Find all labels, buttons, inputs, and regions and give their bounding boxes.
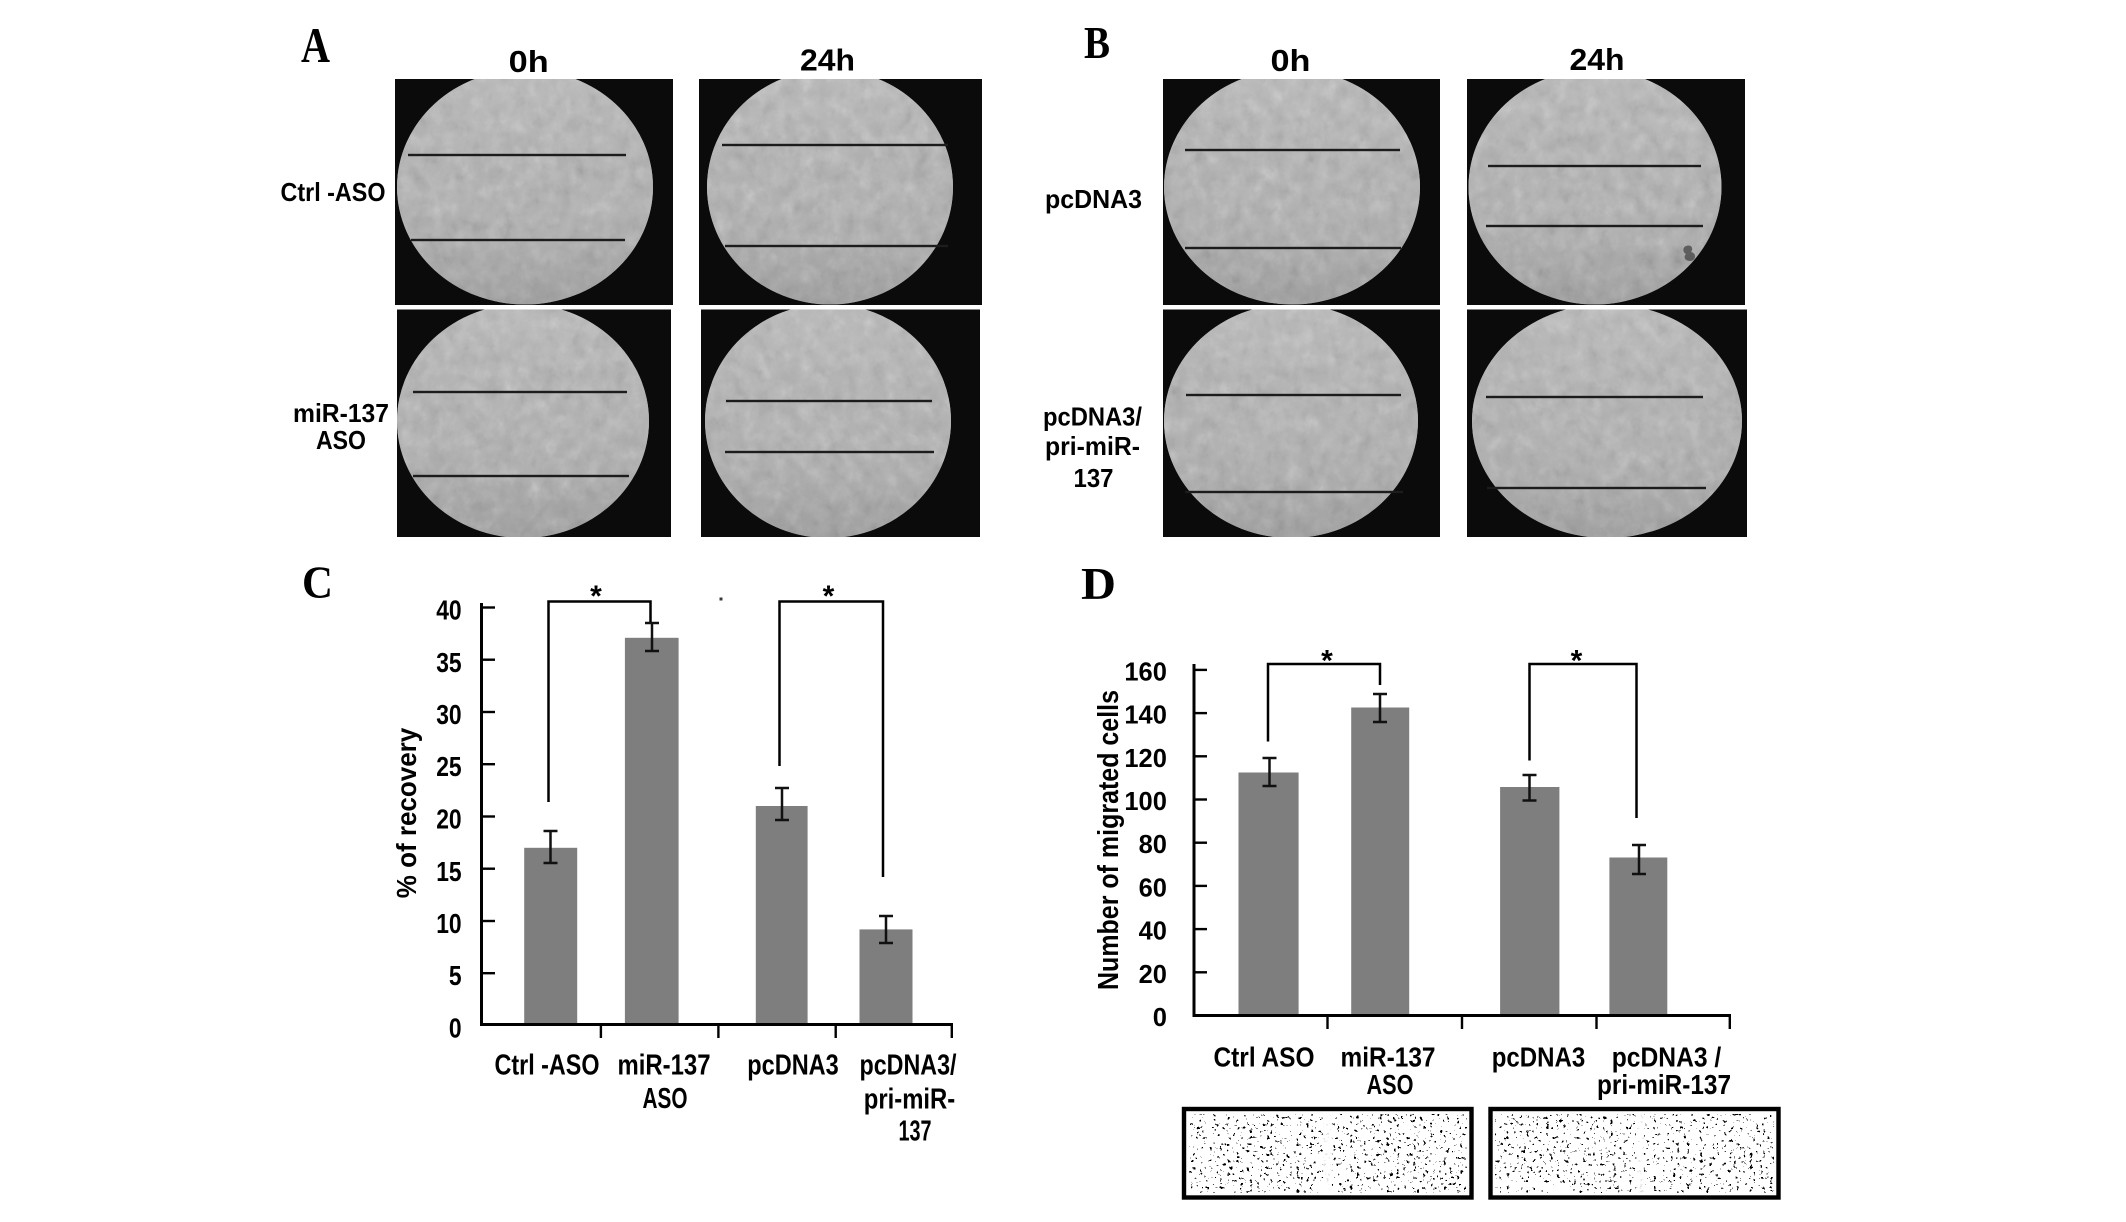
svg-text:*: * bbox=[1571, 645, 1583, 678]
svg-text:15: 15 bbox=[436, 856, 461, 887]
svg-text:35: 35 bbox=[436, 647, 461, 678]
svg-text:20: 20 bbox=[436, 804, 461, 835]
svg-text:80: 80 bbox=[1139, 831, 1167, 859]
svg-text:pcDNA3: pcDNA3 bbox=[1492, 1042, 1586, 1073]
svg-text:24h: 24h bbox=[1570, 42, 1625, 77]
svg-text:pcDNA3: pcDNA3 bbox=[747, 1050, 839, 1082]
svg-text:*: * bbox=[590, 580, 602, 613]
svg-text:miR-137: miR-137 bbox=[293, 398, 389, 428]
svg-text:miR-137: miR-137 bbox=[618, 1050, 711, 1082]
svg-text:0: 0 bbox=[1153, 1004, 1167, 1032]
svg-text:120: 120 bbox=[1124, 745, 1167, 773]
svg-text:miR-137: miR-137 bbox=[1341, 1042, 1436, 1073]
svg-text:40: 40 bbox=[1139, 918, 1167, 946]
svg-text:137: 137 bbox=[899, 1116, 932, 1148]
svg-text:ASO: ASO bbox=[316, 425, 366, 455]
svg-text:A: A bbox=[301, 17, 330, 73]
svg-text:Ctrl -ASO: Ctrl -ASO bbox=[495, 1050, 600, 1082]
svg-text:*: * bbox=[823, 580, 835, 613]
svg-text:*: * bbox=[1321, 645, 1333, 678]
svg-text:Ctrl -ASO: Ctrl -ASO bbox=[281, 177, 386, 207]
svg-text:ASO: ASO bbox=[1367, 1069, 1414, 1100]
svg-text:24h: 24h bbox=[800, 43, 855, 78]
svg-text:pri-miR-137: pri-miR-137 bbox=[1597, 1069, 1731, 1100]
svg-text:pcDNA3: pcDNA3 bbox=[1045, 184, 1142, 214]
svg-text:25: 25 bbox=[436, 751, 461, 782]
svg-text:40: 40 bbox=[436, 595, 461, 626]
svg-text:C: C bbox=[302, 557, 333, 608]
svg-text:Number of migrated cells: Number of migrated cells bbox=[1093, 690, 1125, 990]
svg-text:30: 30 bbox=[436, 699, 461, 730]
svg-text:0h: 0h bbox=[1271, 43, 1311, 78]
svg-text:D: D bbox=[1081, 558, 1116, 609]
svg-text:pri-miR-: pri-miR- bbox=[1045, 431, 1140, 461]
svg-text:Ctrl ASO: Ctrl ASO bbox=[1214, 1042, 1315, 1073]
svg-text:140: 140 bbox=[1124, 702, 1167, 730]
svg-text:pcDNA3/: pcDNA3/ bbox=[1043, 402, 1142, 432]
svg-text:pri-miR-: pri-miR- bbox=[864, 1084, 956, 1116]
svg-text:160: 160 bbox=[1124, 658, 1167, 686]
svg-text:10: 10 bbox=[436, 908, 461, 939]
svg-text:137: 137 bbox=[1074, 463, 1114, 493]
svg-text:% of recovery: % of recovery bbox=[391, 727, 422, 898]
svg-text:0h: 0h bbox=[509, 44, 549, 79]
svg-text:100: 100 bbox=[1124, 788, 1167, 816]
svg-text:0: 0 bbox=[449, 1013, 462, 1044]
svg-text:60: 60 bbox=[1139, 874, 1167, 902]
svg-text:5: 5 bbox=[449, 960, 462, 991]
svg-text:20: 20 bbox=[1139, 961, 1167, 989]
svg-text:B: B bbox=[1084, 18, 1110, 68]
svg-text:pcDNA3 /: pcDNA3 / bbox=[1612, 1042, 1722, 1073]
svg-text:ASO: ASO bbox=[643, 1083, 688, 1115]
svg-text:pcDNA3/: pcDNA3/ bbox=[860, 1050, 957, 1082]
